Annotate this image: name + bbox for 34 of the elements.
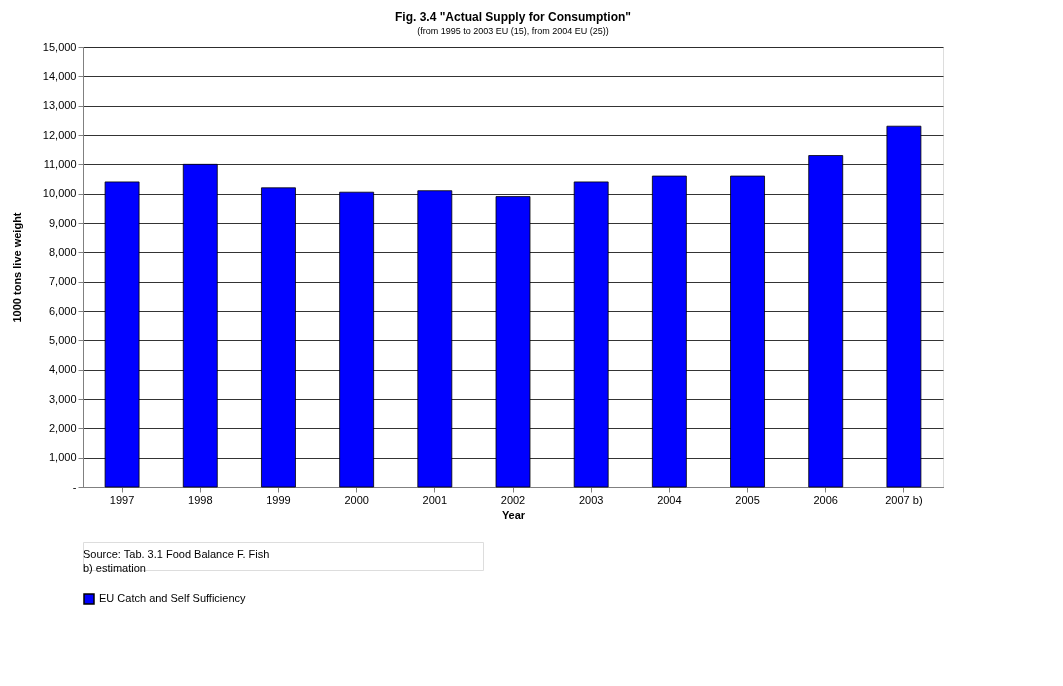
chart-title: Fig. 3.4 "Actual Supply for Consumption" [394, 10, 632, 24]
y-tick-label: 5,000 [48, 333, 77, 346]
x-tick-label: 1997 [109, 493, 135, 506]
y-tick-label: 10,000 [42, 187, 77, 200]
y-tick-label: 12,000 [42, 128, 77, 141]
x-tick-label: 2006 [813, 493, 838, 506]
x-tick-label: 2004 [657, 493, 682, 506]
y-tick-label: 2,000 [48, 421, 77, 434]
y-tick-label: 13,000 [42, 99, 77, 112]
y-tick-label: 9,000 [48, 216, 77, 229]
x-tick-label: 2005 [735, 493, 760, 506]
y-tick-label: - [72, 480, 77, 493]
y-tick-label: 7,000 [48, 275, 77, 288]
y-tick-label: 15,000 [42, 40, 77, 53]
legend-label: EU Catch and Self Sufficiency [99, 592, 247, 604]
x-tick-label: 2003 [578, 493, 604, 506]
y-tick-label: 4,000 [48, 363, 77, 376]
text: b) estimation [83, 562, 146, 574]
x-tick-label: 2002 [500, 493, 526, 506]
x-tick-label: 2007 b) [885, 493, 923, 506]
x-tick-label: 1999 [266, 493, 291, 506]
y-axis-title: 1000 tons live weight [10, 212, 23, 323]
y-tick-label: 8,000 [48, 245, 77, 258]
x-tick-label: 2001 [422, 493, 448, 506]
x-axis-title: Year [501, 508, 526, 521]
y-tick-label: 14,000 [42, 69, 77, 82]
x-tick-label: 2000 [344, 493, 369, 506]
y-tick-label: 1,000 [48, 451, 77, 464]
y-tick-label: 3,000 [48, 392, 77, 405]
y-tick-label: 11,000 [43, 157, 77, 170]
source-note: Source: Tab. 3.1 Food Balance F. Fish [83, 548, 270, 560]
x-tick-label: 1998 [188, 493, 213, 506]
y-tick-label: 6,000 [48, 304, 77, 317]
chart-subtitle: (from 1995 to 2003 EU (15), from 2004 EU (25)) [417, 26, 609, 36]
